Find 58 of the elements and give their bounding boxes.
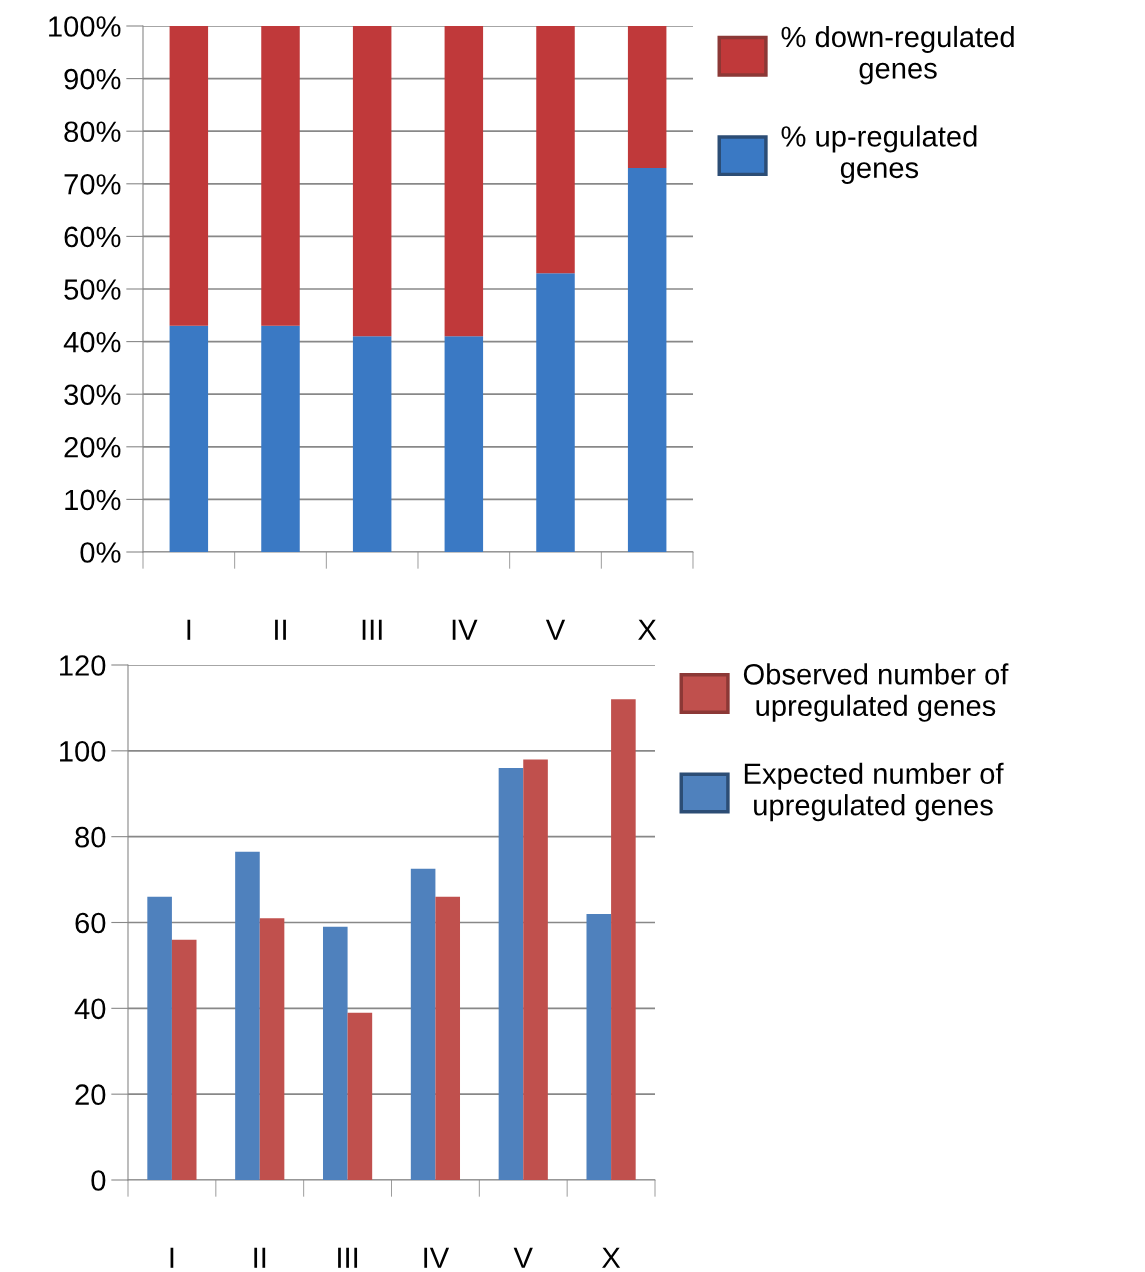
bar [627,168,667,552]
bar [410,868,436,1180]
x-tick-label: IV [424,1247,450,1268]
x-tick-label: X [638,619,657,640]
x-tick-label: IV [452,619,478,640]
bar [611,699,636,1180]
bar [444,336,484,552]
x-tick-label: I [170,1247,174,1268]
x-tick-label: I [187,619,191,640]
y-tick-label: 40% [63,331,121,353]
y-tick-label: 60% [64,226,121,248]
x-tick-label: V [513,1247,533,1268]
bar [322,926,348,1180]
y-tick-label: 0 [91,1170,106,1191]
x-tick-label: X [602,1247,621,1268]
legend-label: Expected number of upregulated genes [744,762,1004,822]
y-tick-label: 100% [49,16,121,37]
bar [259,918,285,1180]
x-tick-label: II [254,1247,266,1268]
y-tick-label: 80% [64,121,121,143]
bar [147,896,172,1180]
bar [235,851,260,1180]
y-tick-label: 90% [64,68,121,90]
y-tick-label: 50% [64,279,121,300]
y-tick-label: 40 [74,998,106,1020]
bar [261,325,300,552]
legend-label: % up-regulated genes [781,125,977,184]
x-tick-label: III [338,1247,358,1268]
bar [444,26,484,337]
bar [498,768,524,1180]
bar [352,336,392,552]
bar [171,939,197,1180]
y-tick-label: 10% [65,489,121,511]
y-tick-label: 30% [64,384,121,406]
bar [586,913,612,1180]
bar [523,759,548,1180]
x-tick-label: V [545,619,566,640]
bar [261,26,300,326]
x-tick-label: II [275,619,286,640]
y-tick-label: 100 [60,741,106,762]
bar [347,1012,373,1180]
bar [536,273,575,552]
y-tick-label: 120 [60,655,106,676]
legend-label: % down-regulated genes [781,25,1014,85]
bar [435,896,461,1180]
y-tick-label: 0% [80,542,121,563]
bar [627,26,667,169]
y-tick-label: 60 [75,912,106,934]
y-tick-label: 20% [64,437,121,458]
y-tick-label: 80 [75,826,106,848]
bar [536,26,575,274]
y-tick-label: 20 [75,1084,106,1106]
y-tick-label: 70% [64,174,121,195]
x-tick-label: III [362,619,382,640]
bar [169,26,209,326]
bar [169,325,209,552]
bar [352,26,392,337]
legend-label: Observed number of upregulated genes [743,663,1009,722]
